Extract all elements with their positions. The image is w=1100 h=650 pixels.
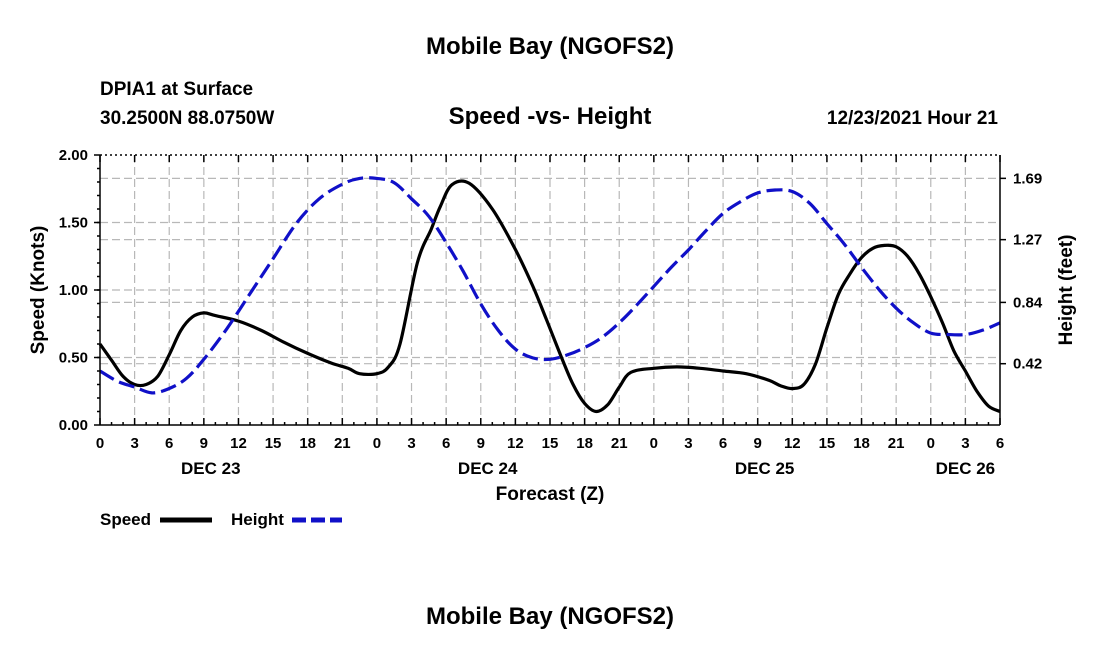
y2-axis-ticks: 0.42 0.84 1.27 1.69	[1000, 170, 1043, 373]
page-title: Mobile Bay (NGOFS2)	[426, 33, 674, 60]
x-tick-label: 12	[507, 435, 524, 452]
x-tick-label: 0	[927, 435, 935, 452]
x-tick-label: 18	[576, 435, 593, 452]
x-tick-label: 21	[334, 435, 351, 452]
legend-height-label: Height	[231, 510, 284, 529]
x-tick-label: 12	[784, 435, 801, 452]
x-axis-ticks: 0 3 6 9 12 15 18 21 0 3 6 9 12 15 18 21 0 3 6 9 12 15 18 21 0 3 6	[96, 155, 1004, 452]
y-axis-label: Speed (Knots)	[28, 226, 49, 355]
day-label: DEC 23	[181, 459, 241, 478]
y-tick-label: 1.50	[59, 215, 88, 232]
x-tick-label: 21	[611, 435, 628, 452]
y2-axis-label: Height (feet)	[1056, 235, 1077, 346]
x-tick-label: 15	[819, 435, 836, 452]
x-tick-label: 9	[477, 435, 485, 452]
day-labels: DEC 23 DEC 24 DEC 25 DEC 26	[181, 459, 995, 478]
footer-title: Mobile Bay (NGOFS2)	[426, 603, 674, 630]
x-tick-label: 15	[265, 435, 282, 452]
x-tick-label: 9	[200, 435, 208, 452]
chart-title: Speed -vs- Height	[449, 103, 652, 130]
y-tick-label: 0.00	[59, 417, 88, 434]
y2-tick-label: 0.42	[1013, 356, 1042, 373]
day-label: DEC 25	[735, 459, 795, 478]
station-coordinates: 30.2500N 88.0750W	[100, 108, 274, 129]
y-tick-label: 2.00	[59, 147, 88, 164]
x-tick-label: 0	[373, 435, 381, 452]
x-tick-label: 0	[96, 435, 104, 452]
height-series-line	[99, 176, 1001, 395]
x-tick-label: 3	[961, 435, 969, 452]
y2-tick-label: 1.69	[1013, 170, 1042, 187]
legend: Speed Height	[100, 510, 342, 529]
y2-tick-label: 1.27	[1013, 232, 1042, 249]
x-tick-label: 6	[996, 435, 1004, 452]
x-tick-label: 9	[754, 435, 762, 452]
x-tick-label: 18	[853, 435, 870, 452]
x-tick-label: 6	[719, 435, 727, 452]
x-tick-label: 12	[230, 435, 247, 452]
y-tick-label: 1.00	[59, 282, 88, 299]
grid-lines	[100, 155, 1000, 425]
x-tick-label: 6	[442, 435, 450, 452]
speed-series-line	[98, 179, 1001, 414]
x-tick-label: 18	[299, 435, 316, 452]
day-label: DEC 24	[458, 459, 518, 478]
x-tick-label: 0	[650, 435, 658, 452]
y2-tick-label: 0.84	[1013, 294, 1043, 311]
x-tick-label: 3	[407, 435, 415, 452]
x-tick-label: 21	[888, 435, 905, 452]
x-axis-label: Forecast (Z)	[496, 484, 605, 505]
x-tick-label: 3	[130, 435, 138, 452]
day-label: DEC 26	[936, 459, 996, 478]
y-axis-ticks: 0.00 0.50 1.00 1.50 2.00	[59, 147, 100, 434]
x-tick-label: 6	[165, 435, 173, 452]
x-tick-label: 3	[684, 435, 692, 452]
series-lines	[98, 176, 1001, 414]
forecast-date: 12/23/2021 Hour 21	[827, 108, 999, 129]
legend-speed-label: Speed	[100, 510, 151, 529]
y-tick-label: 0.50	[59, 350, 88, 367]
station-label: DPIA1 at Surface	[100, 79, 253, 100]
x-tick-label: 15	[542, 435, 559, 452]
